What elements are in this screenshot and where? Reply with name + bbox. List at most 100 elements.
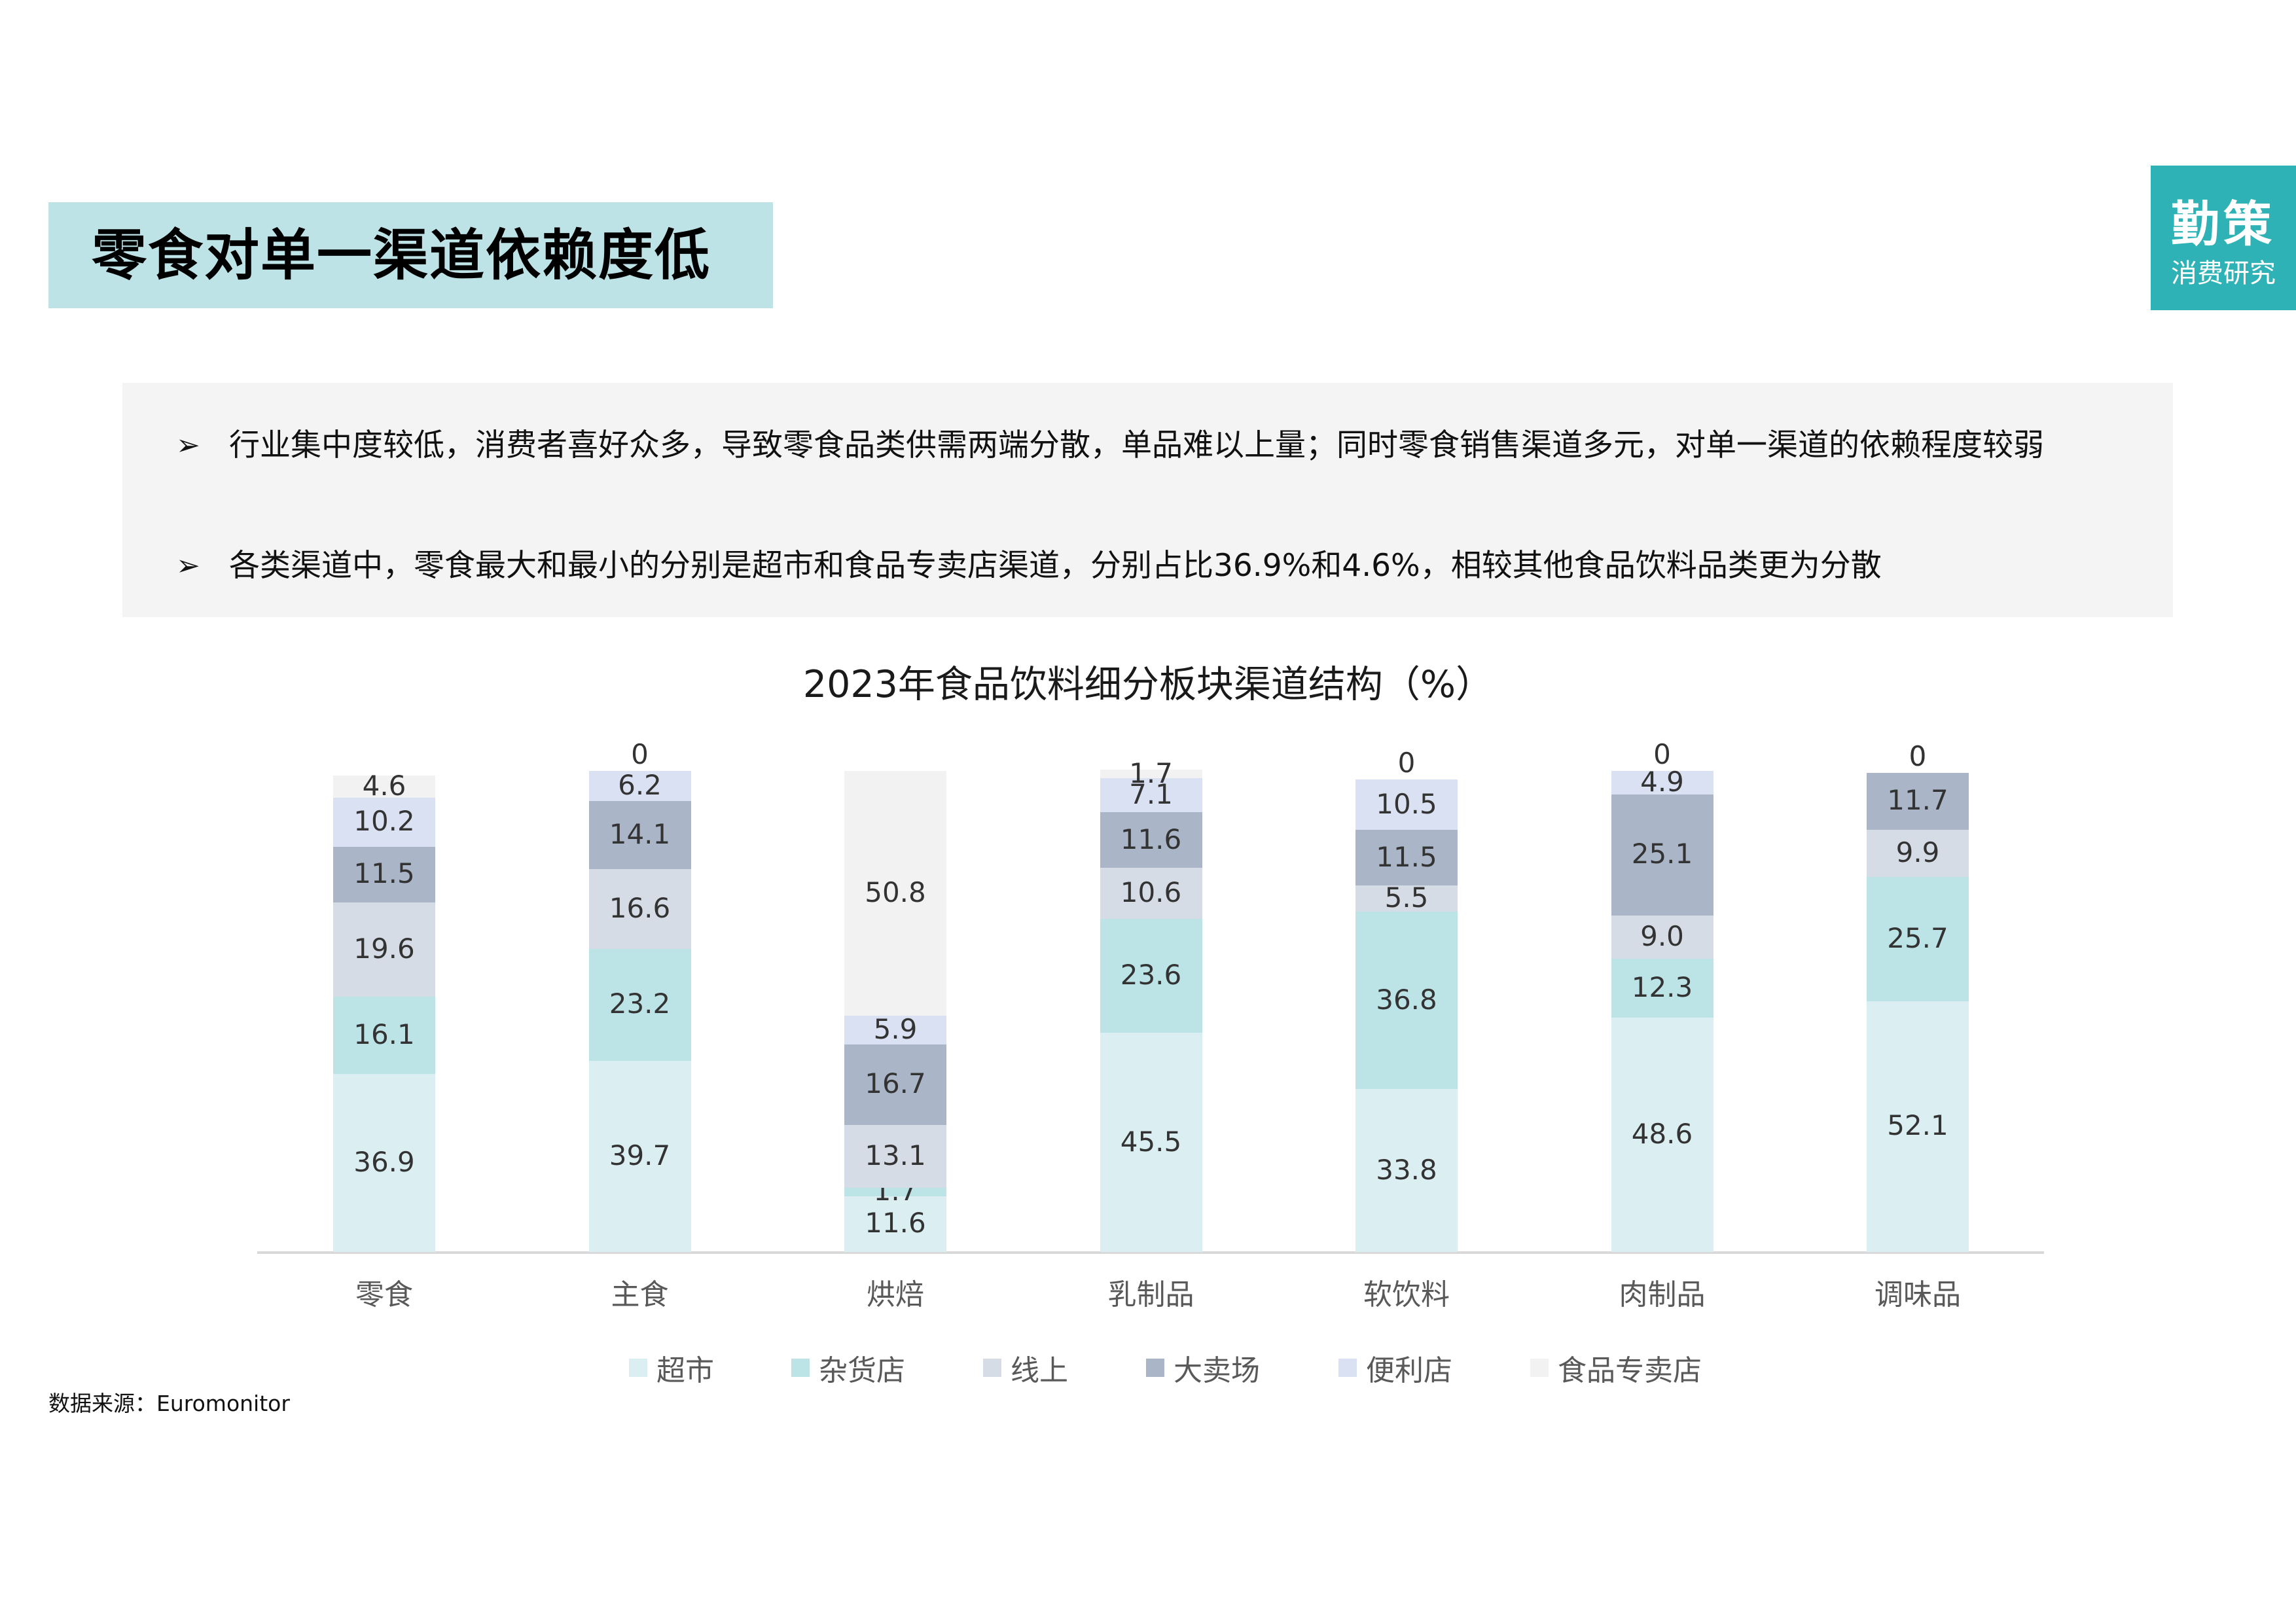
x-axis-line: [257, 1251, 2044, 1254]
bar-value-label: 25.1: [1631, 838, 1693, 870]
chart-title: 2023年食品饮料细分板块渠道结构（%）: [802, 663, 1494, 706]
logo-main-text: 勤策: [2171, 196, 2276, 253]
bar-value-label: 12.3: [1631, 971, 1693, 1004]
bullet-text: 行业集中度较低，消费者喜好众多，导致零食品类供需两端分散，单品难以上量；同时零食…: [229, 427, 2044, 463]
bar-segment: [1867, 829, 1969, 878]
bar-value-label: 4.6: [362, 770, 406, 802]
x-axis-category-label: 乳制品: [1107, 1278, 1194, 1311]
bar-value-label: 48.6: [1631, 1118, 1693, 1150]
legend-swatch-icon: [629, 1359, 647, 1377]
legend-swatch-icon: [1530, 1359, 1549, 1377]
bar-value-label: 5.5: [1384, 882, 1429, 914]
bar-segment: [1355, 1089, 1458, 1252]
bar-value-label: 0: [1397, 746, 1416, 779]
bar-value-label: 23.6: [1120, 959, 1182, 991]
bar-segment: [1100, 1033, 1202, 1252]
bar-segment: [1100, 812, 1202, 868]
bar-value-label: 0: [1653, 738, 1671, 770]
bar-value-label: 16.7: [865, 1067, 926, 1100]
legend-label: 超市: [656, 1354, 714, 1387]
legend-swatch-icon: [1338, 1359, 1357, 1377]
page-title-banner: 零食对单一渠道依赖度低: [48, 202, 773, 308]
bar-segment: [588, 801, 691, 869]
bar-segment: [1100, 777, 1202, 813]
bar-segment: [333, 847, 435, 902]
bar-segment: [1611, 1018, 1713, 1252]
bar-value-label: 0: [1909, 740, 1927, 773]
arrow-bullet-icon: ➢: [176, 429, 200, 462]
bar-segment: [844, 1016, 946, 1044]
bar-segment: [333, 902, 435, 997]
data-source-note: 数据来源：Euromonitor: [48, 1391, 290, 1416]
x-axis-category-label: 肉制品: [1619, 1278, 1706, 1311]
legend-swatch-icon: [983, 1359, 1001, 1377]
bar-segment: [1611, 770, 1713, 794]
bar-segment: [1100, 919, 1202, 1033]
page-title: 零食对单一渠道依赖度低: [92, 223, 711, 287]
x-axis-category-label: 软饮料: [1363, 1278, 1450, 1311]
bar-value-label: 5.9: [873, 1013, 918, 1046]
bar-value-label: 10.5: [1376, 787, 1437, 820]
bar-segment: [1867, 1001, 1969, 1252]
logo-sub-text: 消费研究: [2171, 259, 2276, 289]
bar-segment: [1867, 773, 1969, 830]
bar-segment: [1355, 912, 1458, 1090]
bar-segment: [333, 1074, 435, 1252]
bar-segment: [1100, 868, 1202, 919]
bar-segment: [588, 868, 691, 950]
bar-value-label: 10.2: [353, 805, 415, 838]
bar-value-label: 50.8: [865, 876, 926, 909]
bar-segment: [333, 996, 435, 1075]
bar-value-label: 1.7: [1129, 757, 1173, 789]
bar-value-label: 4.9: [1640, 765, 1684, 798]
brand-logo: 勤策 消费研究: [2151, 166, 2296, 310]
bar-value-label: 19.6: [353, 932, 415, 965]
bar-value-label: 9.9: [1895, 836, 1940, 868]
bar-value-label: 16.1: [353, 1018, 415, 1051]
bar-value-label: 0: [1909, 740, 1927, 773]
bar-value-label: 23.2: [609, 988, 671, 1020]
legend-item: 大卖场: [1146, 1349, 1260, 1387]
legend-label: 便利店: [1366, 1354, 1452, 1387]
bar-segment: [1867, 877, 1969, 1001]
bar-value-label: 11.6: [1120, 823, 1182, 855]
bar-segment: [333, 776, 435, 798]
bar-segment: [844, 771, 946, 1016]
bar-segment: [1355, 779, 1458, 830]
bar-value-label: 0: [631, 738, 649, 771]
bar-segment: [1611, 794, 1713, 916]
bar-segment: [844, 1044, 946, 1125]
legend-item: 便利店: [1338, 1349, 1452, 1387]
bar-value-label: 36.9: [353, 1146, 415, 1179]
legend-item: 杂货店: [791, 1349, 905, 1387]
legend-label: 大卖场: [1174, 1354, 1260, 1387]
bar-value-label: 11.7: [1887, 784, 1948, 817]
legend-label: 食品专卖店: [1558, 1354, 1702, 1387]
bar-value-label: 16.6: [609, 891, 671, 924]
bullet-text: 各类渠道中，零食最大和最小的分别是超市和食品专卖店渠道，分别占比36.9%和4.…: [229, 548, 1882, 584]
legend-item: 超市: [629, 1349, 714, 1387]
bar-value-label: 13.1: [865, 1139, 926, 1171]
bar-value-label: 14.1: [609, 817, 671, 850]
bar-value-label: 6.2: [618, 769, 662, 802]
bar-value-label: 25.7: [1887, 921, 1948, 954]
bar-segment: [844, 1124, 946, 1188]
bar-value-label: 11.6: [865, 1207, 926, 1240]
bar-segment: [588, 771, 691, 802]
bar-segment: [1355, 885, 1458, 912]
legend-swatch-icon: [1146, 1359, 1164, 1377]
legend-label: 杂货店: [819, 1354, 905, 1387]
x-axis-category-label: 调味品: [1874, 1278, 1961, 1311]
legend-swatch-icon: [791, 1359, 810, 1377]
bar-segment: [333, 797, 435, 847]
bar-value-label: 10.6: [1120, 876, 1182, 909]
bar-segment: [844, 1196, 946, 1252]
bar-value-label: 7.1: [1129, 777, 1173, 810]
bar-segment: [1100, 770, 1202, 778]
bar-value-label: 9.0: [1640, 919, 1684, 952]
bar-value-label: 11.5: [353, 857, 415, 890]
bar-segment: [588, 949, 691, 1061]
legend-item: 线上: [983, 1349, 1068, 1387]
bar-value-label: 52.1: [1887, 1109, 1948, 1142]
